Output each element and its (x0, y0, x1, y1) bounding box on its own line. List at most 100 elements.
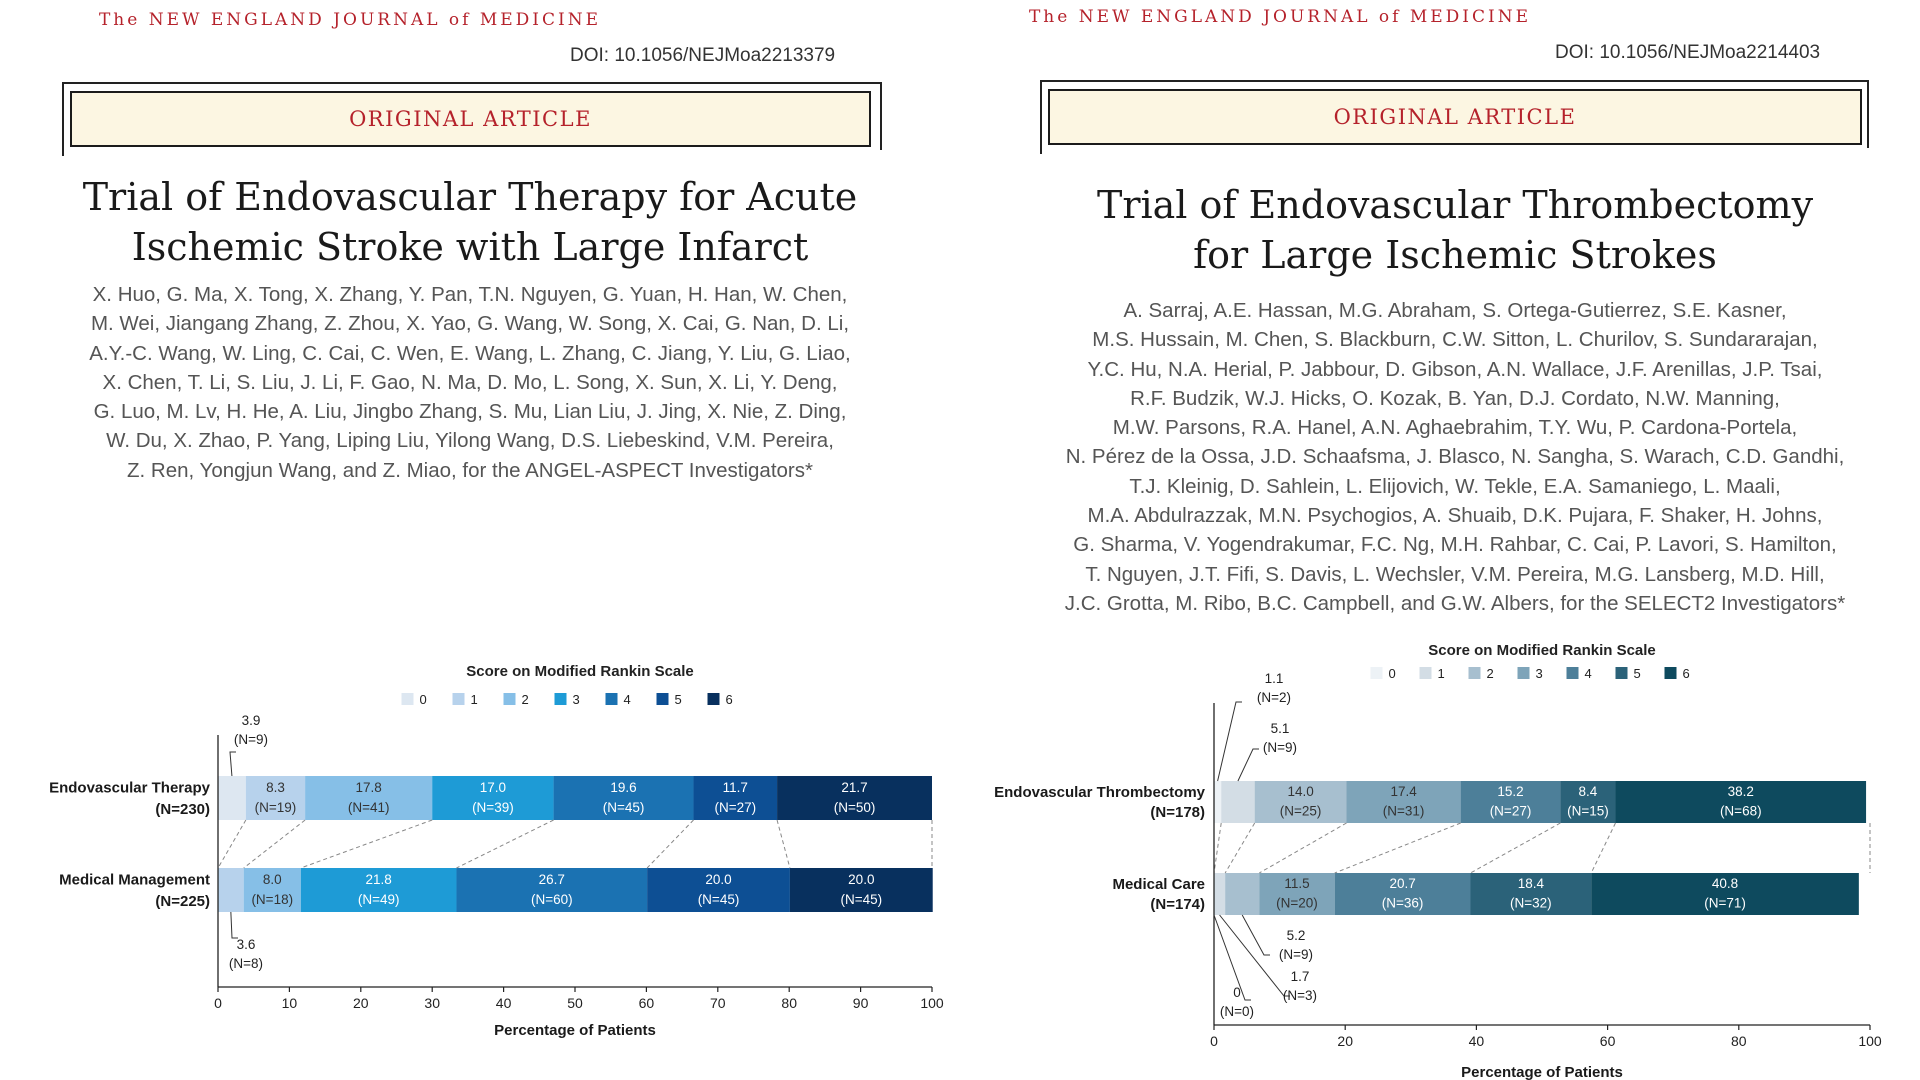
callout-value: 3.9 (242, 713, 261, 728)
x-tick-label: 0 (214, 995, 222, 1011)
bar-count-label: (N=18) (251, 892, 293, 907)
legend-swatch (554, 693, 567, 705)
callout-value: 5.1 (1271, 721, 1290, 736)
callout-count: (N=2) (1257, 690, 1291, 705)
row-label: Medical Care (1112, 876, 1205, 893)
connector-line (1259, 822, 1347, 874)
x-tick-label: 20 (1337, 1033, 1353, 1049)
bar-segment (305, 776, 433, 820)
connector-line (1224, 822, 1256, 874)
bar-segment (300, 868, 457, 912)
bar-value-label: 11.5 (1284, 876, 1309, 891)
author-line: J.C. Grotta, M. Ribo, B.C. Campbell, and… (1064, 591, 1846, 615)
bar-count-label: (N=60) (531, 892, 573, 907)
legend-swatch (1664, 667, 1677, 679)
bar-segment (456, 868, 648, 912)
bar-segment (1225, 873, 1260, 915)
bar-segment (432, 776, 554, 820)
connector-line (300, 819, 433, 869)
x-tick-label: 40 (1469, 1033, 1485, 1049)
x-tick-label: 0 (1210, 1033, 1218, 1049)
author-line: G. Luo, M. Lv, H. He, A. Liu, Jingbo Zha… (93, 400, 847, 424)
bar-value-label: 18.4 (1518, 876, 1545, 891)
callout-count: (N=9) (234, 732, 268, 747)
title-line: Trial of Endovascular Thrombectomy (1096, 183, 1814, 227)
x-tick-label: 100 (920, 995, 944, 1011)
bar-value-label: 20.0 (705, 872, 731, 887)
x-axis-label: Percentage of Patients (1461, 1064, 1623, 1080)
bar-segment (218, 868, 244, 912)
legend-swatch (656, 693, 669, 705)
legend-swatch (503, 693, 516, 705)
x-tick-label: 60 (639, 995, 655, 1011)
bar-segment (1254, 781, 1347, 823)
author-line: R.F. Budzik, W.J. Hicks, O. Kozak, B. Ya… (1130, 386, 1780, 410)
callout-value: 3.6 (237, 937, 256, 952)
title-line: for Large Ischemic Strokes (1193, 233, 1717, 277)
callout-value: 1.7 (1291, 969, 1310, 984)
bar-count-label: (N=32) (1510, 895, 1552, 910)
bar-count-label: (N=50) (834, 800, 876, 815)
x-tick-label: 70 (710, 995, 726, 1011)
connector-line (646, 819, 694, 869)
author-line: T.J. Kleinig, D. Sahlein, L. Elijovich, … (1129, 474, 1781, 498)
author-line: G. Sharma, V. Yogendrakumar, F.C. Ng, M.… (1073, 533, 1837, 557)
connector-line (217, 819, 247, 869)
x-tick-label: 60 (1600, 1033, 1616, 1049)
legend-label: 1 (1438, 666, 1445, 681)
connector-line (1213, 822, 1222, 874)
author-list: X. Huo, G. Ma, X. Tong, X. Zhang, Y. Pan… (40, 280, 900, 485)
legend-label: 4 (1585, 666, 1592, 681)
title-line: Ischemic Stroke with Large Infarct (131, 225, 809, 269)
bar-segment (1346, 781, 1461, 823)
author-line: A. Sarraj, A.E. Hassan, M.G. Abraham, S.… (1123, 299, 1787, 322)
author-line: Z. Ren, Yongjun Wang, and Z. Miao, for t… (127, 458, 813, 482)
journal-masthead: The NEW ENGLAND JOURNAL of MEDICINE (1028, 7, 1532, 27)
bar-value-label: 8.0 (263, 872, 282, 887)
bar-count-label: (N=45) (840, 892, 882, 907)
legend-swatch (707, 693, 720, 705)
bar-count-label: (N=45) (603, 800, 645, 815)
bar-segment (218, 776, 246, 820)
bar-count-label: (N=31) (1383, 803, 1425, 818)
bar-value-label: 40.8 (1712, 876, 1738, 891)
x-tick-label: 20 (353, 995, 369, 1011)
section-frame (1040, 80, 1869, 154)
bar-value-label: 8.3 (266, 780, 285, 795)
author-line: T. Nguyen, J.T. Fifi, S. Davis, L. Wechs… (1085, 562, 1825, 586)
bar-segment (1334, 873, 1471, 915)
callout-leader (230, 911, 238, 939)
bar-value-label: 17.0 (480, 780, 506, 795)
bar-count-label: (N=27) (1490, 803, 1532, 818)
x-tick-label: 90 (853, 995, 869, 1011)
legend-label: 4 (624, 692, 631, 707)
bar-segment (1214, 781, 1222, 823)
author-line: M.S. Hussain, M. Chen, S. Blackburn, C.W… (1092, 328, 1818, 352)
callout-count: (N=3) (1283, 988, 1317, 1003)
bar-value-label: 19.6 (610, 780, 636, 795)
bar-segment (693, 776, 778, 820)
callout-value: 0 (1233, 985, 1241, 1000)
section-banner: ORIGINAL ARTICLE (70, 91, 871, 147)
legend-swatch (452, 693, 465, 705)
legend-swatch (1370, 667, 1383, 679)
bar-segment (1259, 873, 1335, 915)
x-tick-label: 80 (1731, 1033, 1747, 1049)
section-frame (62, 82, 882, 156)
bar-count-label: (N=25) (1280, 803, 1322, 818)
callout-leader (1213, 914, 1251, 1001)
bar-segment (1221, 781, 1255, 823)
left-article: The NEW ENGLAND JOURNAL of MEDICINE DOI:… (40, 10, 944, 1039)
author-line: X. Chen, T. Li, S. Liu, J. Li, F. Gao, N… (102, 370, 838, 394)
connector-line (1334, 822, 1461, 874)
author-line: A.Y.-C. Wang, W. Ling, C. Cai, C. Wen, E… (89, 341, 851, 365)
bar-segment (1591, 873, 1859, 915)
connector-line (1590, 822, 1616, 874)
bar-value-label: 38.2 (1728, 784, 1754, 799)
bar-count-label: (N=45) (698, 892, 740, 907)
author-list: A. Sarraj, A.E. Hassan, M.G. Abraham, S.… (1020, 296, 1890, 618)
callout-value: 1.1 (1265, 671, 1284, 686)
bar-value-label: 14.0 (1287, 784, 1313, 799)
legend-swatch (1615, 667, 1628, 679)
bar-segment (1560, 781, 1616, 823)
